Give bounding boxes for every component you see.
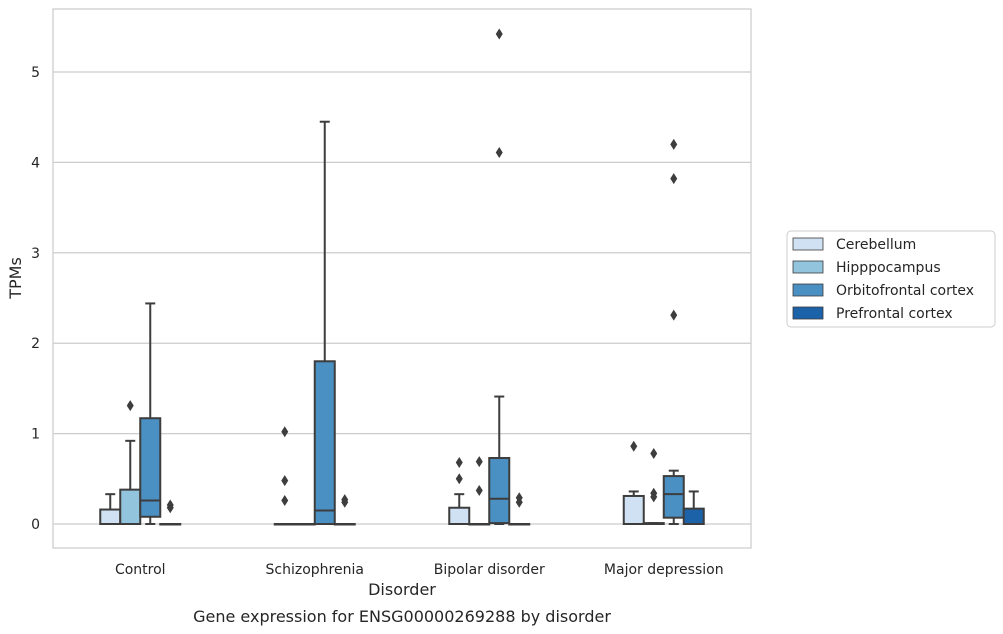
outlier-point <box>650 491 658 503</box>
outlier-point <box>166 502 174 514</box>
box-cerebellum <box>99 493 122 526</box>
chart-caption: Gene expression for ENSG00000269288 by d… <box>193 607 611 626</box>
outlier-point <box>455 457 463 469</box>
y-tick-label: 2 <box>31 336 40 352</box>
x-axis-title: Disorder <box>368 580 436 599</box>
y-axis-title: TPMs <box>6 257 25 300</box>
box-cerebellum <box>273 426 296 526</box>
box-prefrontal-cortex <box>159 499 182 526</box>
y-tick-label: 0 <box>31 517 40 533</box>
legend-label: Cerebellum <box>836 237 916 253</box>
outlier-point <box>281 494 289 506</box>
y-tick-label: 5 <box>31 65 40 81</box>
box-orbitofrontal-cortex <box>488 28 511 525</box>
box-hipppocampus <box>119 400 142 526</box>
outlier-point <box>650 447 658 459</box>
y-tick-label: 1 <box>31 427 40 443</box>
legend-swatch <box>792 283 824 297</box>
outlier-point <box>670 309 678 321</box>
box-iqr <box>119 488 142 526</box>
box-orbitofrontal-cortex <box>139 302 162 525</box>
box-iqr <box>99 508 122 526</box>
x-tick-label: Bipolar disorder <box>434 562 545 578</box>
legend-label: Hipppocampus <box>836 260 941 276</box>
y-tick-label: 3 <box>31 246 40 262</box>
box-prefrontal-cortex <box>333 494 356 526</box>
box-prefrontal-cortex <box>508 492 531 526</box>
outlier-point <box>630 440 638 452</box>
x-tick-label: Schizophrenia <box>266 562 364 578</box>
box-iqr <box>662 475 685 519</box>
outlier-point <box>455 473 463 485</box>
y-axis-ticks: 0 1 2 3 4 5 <box>31 65 40 533</box>
legend-item-cerebellum: Cerebellum <box>792 237 916 253</box>
legend-label: Prefrontal cortex <box>836 306 953 322</box>
box-hipppocampus <box>468 456 491 526</box>
box-iqr <box>682 507 705 525</box>
legend: Cerebellum Hipppocampus Orbitofrontal co… <box>786 230 996 328</box>
legend-item-prefrontal-cortex: Prefrontal cortex <box>792 306 953 322</box>
outlier-point <box>281 426 289 438</box>
outlier-point <box>670 173 678 185</box>
legend-label: Orbitofrontal cortex <box>836 283 974 299</box>
box-orbitofrontal-cortex <box>313 120 336 525</box>
box-cerebellum <box>622 440 645 526</box>
outlier-point <box>475 456 483 468</box>
box-iqr <box>622 494 645 526</box>
x-tick-label: Control <box>115 562 166 578</box>
box-prefrontal-cortex <box>682 490 705 525</box>
outlier-point <box>495 28 503 40</box>
legend-swatch <box>792 260 824 274</box>
outlier-point <box>515 496 523 508</box>
box-orbitofrontal-cortex <box>662 138 685 525</box>
outlier-point <box>126 400 134 412</box>
box-cerebellum <box>448 457 471 525</box>
box-iqr <box>448 506 471 525</box>
outlier-point <box>670 138 678 150</box>
x-tick-label: Major depression <box>604 562 724 578</box>
legend-frame <box>786 230 996 328</box>
outlier-point <box>495 146 503 158</box>
outlier-point <box>281 475 289 487</box>
x-axis-ticks: Control Schizophrenia Bipolar disorder Majo… <box>115 562 724 578</box>
legend-swatch <box>792 237 824 251</box>
box-hipppocampus <box>293 523 316 526</box>
box-iqr <box>488 457 511 525</box>
legend-item-hipppocampus: Hipppocampus <box>792 260 941 276</box>
outlier-point <box>341 496 349 508</box>
legend-swatch <box>792 306 824 320</box>
box-plots <box>99 28 705 526</box>
box-iqr <box>139 417 162 518</box>
y-tick-label: 4 <box>31 155 40 171</box>
box-iqr <box>313 360 336 525</box>
outlier-point <box>475 485 483 497</box>
plot-area-frame <box>52 8 752 549</box>
box-hipppocampus <box>642 447 665 526</box>
legend-item-orbitofrontal-cortex: Orbitofrontal cortex <box>792 283 974 299</box>
